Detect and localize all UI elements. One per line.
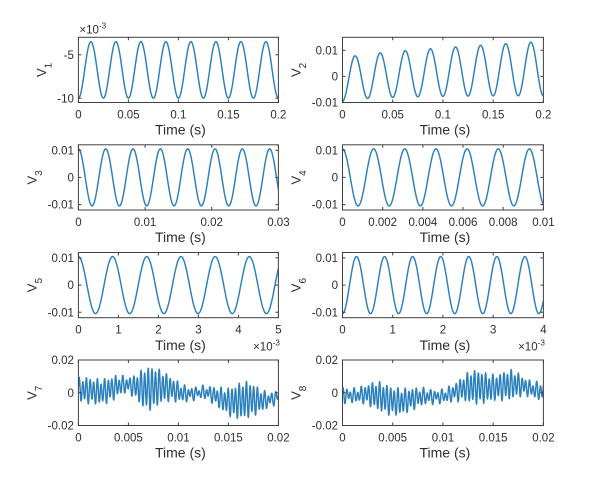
svg-text:0.015: 0.015 bbox=[214, 432, 243, 444]
svg-text:5: 5 bbox=[275, 325, 281, 337]
svg-text:0.1: 0.1 bbox=[170, 109, 186, 121]
svg-text:0: 0 bbox=[67, 280, 73, 292]
svg-text:-0.01: -0.01 bbox=[48, 307, 74, 319]
svg-text:Time (s): Time (s) bbox=[155, 445, 206, 461]
svg-text:0.01: 0.01 bbox=[316, 253, 338, 265]
svg-text:0: 0 bbox=[339, 325, 345, 337]
svg-text:0.1: 0.1 bbox=[435, 109, 451, 121]
svg-text:0: 0 bbox=[75, 217, 81, 229]
svg-text:0.01: 0.01 bbox=[316, 45, 338, 57]
svg-text:4: 4 bbox=[235, 325, 242, 337]
svg-text:0: 0 bbox=[75, 109, 81, 121]
svg-text:0.02: 0.02 bbox=[316, 355, 338, 367]
svg-text:0.01: 0.01 bbox=[316, 145, 338, 157]
svg-text:0: 0 bbox=[339, 432, 345, 444]
svg-text:0.01: 0.01 bbox=[432, 432, 454, 444]
svg-text:0: 0 bbox=[332, 388, 338, 400]
svg-text:0.01: 0.01 bbox=[134, 217, 156, 229]
svg-text:0: 0 bbox=[339, 217, 345, 229]
svg-text:0.01: 0.01 bbox=[52, 253, 74, 265]
svg-text:0.006: 0.006 bbox=[449, 217, 478, 229]
svg-text:0.02: 0.02 bbox=[52, 355, 74, 367]
svg-text:0.15: 0.15 bbox=[482, 109, 504, 121]
svg-text:-0.01: -0.01 bbox=[312, 98, 338, 110]
svg-text:0.02: 0.02 bbox=[267, 432, 289, 444]
svg-text:0.01: 0.01 bbox=[532, 217, 554, 229]
svg-text:-0.01: -0.01 bbox=[312, 200, 338, 212]
svg-text:Time (s): Time (s) bbox=[419, 122, 470, 138]
svg-text:0.2: 0.2 bbox=[270, 109, 286, 121]
svg-text:0.02: 0.02 bbox=[201, 217, 223, 229]
svg-text:0: 0 bbox=[332, 280, 338, 292]
svg-text:0.01: 0.01 bbox=[52, 145, 74, 157]
svg-text:0.02: 0.02 bbox=[532, 432, 554, 444]
svg-text:-0.02: -0.02 bbox=[312, 421, 338, 433]
svg-text:-0.01: -0.01 bbox=[312, 307, 338, 319]
svg-text:0: 0 bbox=[67, 388, 73, 400]
svg-text:-0.02: -0.02 bbox=[48, 421, 74, 433]
svg-text:0.01: 0.01 bbox=[167, 432, 189, 444]
svg-text:Time (s): Time (s) bbox=[155, 337, 206, 353]
svg-text:Time (s): Time (s) bbox=[419, 445, 470, 461]
svg-text:1: 1 bbox=[389, 325, 395, 337]
svg-text:3: 3 bbox=[195, 325, 201, 337]
svg-text:0.05: 0.05 bbox=[382, 109, 404, 121]
svg-text:0.05: 0.05 bbox=[117, 109, 139, 121]
svg-text:Time (s): Time (s) bbox=[155, 122, 206, 138]
svg-text:Time (s): Time (s) bbox=[419, 337, 470, 353]
svg-text:Time (s): Time (s) bbox=[155, 229, 206, 245]
svg-text:0.005: 0.005 bbox=[378, 432, 407, 444]
svg-text:2: 2 bbox=[155, 325, 161, 337]
svg-text:0: 0 bbox=[75, 325, 81, 337]
svg-text:4: 4 bbox=[540, 325, 547, 337]
svg-text:0: 0 bbox=[75, 432, 81, 444]
svg-text:1: 1 bbox=[115, 325, 121, 337]
svg-text:0: 0 bbox=[332, 173, 338, 185]
svg-text:-5: -5 bbox=[64, 50, 74, 62]
svg-text:0.002: 0.002 bbox=[368, 217, 397, 229]
svg-text:0.015: 0.015 bbox=[479, 432, 508, 444]
svg-text:0.15: 0.15 bbox=[217, 109, 239, 121]
svg-text:2: 2 bbox=[440, 325, 446, 337]
svg-text:0.2: 0.2 bbox=[535, 109, 551, 121]
svg-text:-0.01: -0.01 bbox=[48, 200, 74, 212]
svg-text:0: 0 bbox=[67, 173, 73, 185]
svg-text:Time (s): Time (s) bbox=[419, 229, 470, 245]
svg-text:0: 0 bbox=[332, 72, 338, 84]
svg-text:0.004: 0.004 bbox=[409, 217, 438, 229]
svg-text:0: 0 bbox=[339, 109, 345, 121]
svg-text:0.008: 0.008 bbox=[489, 217, 518, 229]
svg-text:3: 3 bbox=[490, 325, 496, 337]
svg-text:0.005: 0.005 bbox=[114, 432, 143, 444]
svg-text:0.03: 0.03 bbox=[267, 217, 289, 229]
svg-text:-10: -10 bbox=[57, 93, 74, 105]
